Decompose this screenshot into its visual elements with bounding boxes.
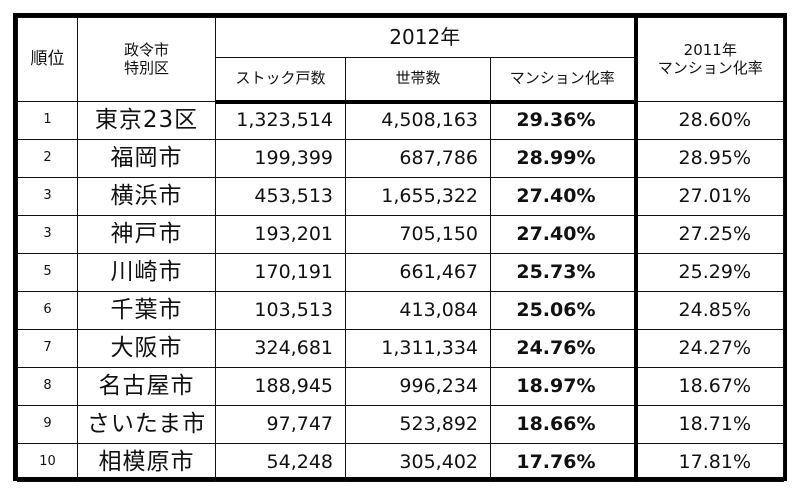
- rate-2011-cell: 17.81%: [635, 443, 784, 482]
- ranking-table-frame: 順位 政令市 特別区 2012年 2011年 マンション化率 ストック戸数 世帯…: [13, 13, 787, 482]
- rate-2012-cell: 18.97%: [490, 367, 638, 406]
- rank-cell: 6: [17, 291, 78, 330]
- rate-2012-cell: 18.66%: [490, 405, 638, 444]
- households-cell: 305,402: [345, 443, 491, 482]
- city-cell: 横浜市: [77, 177, 216, 216]
- rank-cell: 1: [17, 101, 78, 140]
- rank-cell: 5: [17, 253, 78, 292]
- households-cell: 523,892: [345, 405, 491, 444]
- rate-2011-header-line2: マンション化率: [657, 58, 763, 77]
- stock-cell: 1,323,514: [215, 101, 346, 140]
- rate-2012-cell: 25.06%: [490, 291, 638, 330]
- stock-cell: 193,201: [215, 215, 346, 254]
- rank-cell: 7: [17, 329, 78, 368]
- rate-2011-cell: 24.27%: [635, 329, 784, 368]
- rate-2012-header: マンション化率: [490, 57, 638, 104]
- households-header: 世帯数: [345, 57, 491, 104]
- stock-cell: 97,747: [215, 405, 346, 444]
- city-cell: 相模原市: [77, 443, 216, 482]
- households-cell: 1,311,334: [345, 329, 491, 368]
- mansion-rate-ranking-table: 順位 政令市 特別区 2012年 2011年 マンション化率 ストック戸数 世帯…: [17, 17, 784, 482]
- households-cell: 1,655,322: [345, 177, 491, 216]
- stock-header: ストック戸数: [215, 57, 346, 104]
- table-row: 6 千葉市 103,513 413,084 25.06% 24.85%: [17, 291, 784, 330]
- rank-cell: 2: [17, 139, 78, 178]
- rate-2011-cell: 18.67%: [635, 367, 784, 406]
- stock-cell: 453,513: [215, 177, 346, 216]
- table-row: 7 大阪市 324,681 1,311,334 24.76% 24.27%: [17, 329, 784, 368]
- rate-2011-cell: 27.25%: [635, 215, 784, 254]
- city-header: 政令市 特別区: [77, 17, 216, 102]
- rank-header: 順位: [17, 17, 78, 102]
- table-row: 9 さいたま市 97,747 523,892 18.66% 18.71%: [17, 405, 784, 444]
- rate-2012-cell: 27.40%: [490, 215, 638, 254]
- year-2012-header: 2012年: [215, 17, 638, 58]
- stock-cell: 199,399: [215, 139, 346, 178]
- table-row: 8 名古屋市 188,945 996,234 18.97% 18.67%: [17, 367, 784, 406]
- rate-2012-cell: 28.99%: [490, 139, 638, 178]
- rank-cell: 3: [17, 215, 78, 254]
- rate-2011-header-line1: 2011年: [683, 41, 737, 60]
- city-cell: さいたま市: [77, 405, 216, 444]
- stock-cell: 324,681: [215, 329, 346, 368]
- rate-2011-cell: 27.01%: [635, 177, 784, 216]
- rate-2012-cell: 27.40%: [490, 177, 638, 216]
- city-cell: 神戸市: [77, 215, 216, 254]
- city-cell: 川崎市: [77, 253, 216, 292]
- city-header-line2: 特別区: [123, 58, 169, 77]
- table-row: 10 相模原市 54,248 305,402 17.76% 17.81%: [17, 443, 784, 482]
- rank-cell: 3: [17, 177, 78, 216]
- rank-cell: 8: [17, 367, 78, 406]
- stock-cell: 188,945: [215, 367, 346, 406]
- stock-cell: 170,191: [215, 253, 346, 292]
- rate-2012-cell: 29.36%: [490, 101, 638, 140]
- city-cell: 福岡市: [77, 139, 216, 178]
- rate-2011-cell: 25.29%: [635, 253, 784, 292]
- table-row: 3 神戸市 193,201 705,150 27.40% 27.25%: [17, 215, 784, 254]
- table-row: 3 横浜市 453,513 1,655,322 27.40% 27.01%: [17, 177, 784, 216]
- households-cell: 4,508,163: [345, 101, 491, 140]
- city-cell: 大阪市: [77, 329, 216, 368]
- households-cell: 661,467: [345, 253, 491, 292]
- rank-cell: 9: [17, 405, 78, 444]
- rate-2011-cell: 28.95%: [635, 139, 784, 178]
- rank-cell: 10: [17, 443, 78, 482]
- rate-2011-header: 2011年 マンション化率: [635, 17, 784, 102]
- table-row: 5 川崎市 170,191 661,467 25.73% 25.29%: [17, 253, 784, 292]
- rate-2011-cell: 18.71%: [635, 405, 784, 444]
- city-cell: 東京23区: [77, 101, 216, 140]
- table-header: 順位 政令市 特別区 2012年 2011年 マンション化率 ストック戸数 世帯…: [17, 17, 784, 104]
- city-cell: 名古屋市: [77, 367, 216, 406]
- table-body: 1 東京23区 1,323,514 4,508,163 29.36% 28.60% 2 福岡市…: [17, 101, 784, 482]
- households-cell: 687,786: [345, 139, 491, 178]
- rate-2012-cell: 24.76%: [490, 329, 638, 368]
- rate-2011-cell: 28.60%: [635, 101, 784, 140]
- table-row: 1 東京23区 1,323,514 4,508,163 29.36% 28.60%: [17, 101, 784, 140]
- city-header-line1: 政令市: [123, 41, 169, 60]
- stock-cell: 54,248: [215, 443, 346, 482]
- rate-2012-cell: 25.73%: [490, 253, 638, 292]
- households-cell: 705,150: [345, 215, 491, 254]
- rate-2011-cell: 24.85%: [635, 291, 784, 330]
- table-row: 2 福岡市 199,399 687,786 28.99% 28.95%: [17, 139, 784, 178]
- households-cell: 413,084: [345, 291, 491, 330]
- households-cell: 996,234: [345, 367, 491, 406]
- city-cell: 千葉市: [77, 291, 216, 330]
- stock-cell: 103,513: [215, 291, 346, 330]
- rate-2012-cell: 17.76%: [490, 443, 638, 482]
